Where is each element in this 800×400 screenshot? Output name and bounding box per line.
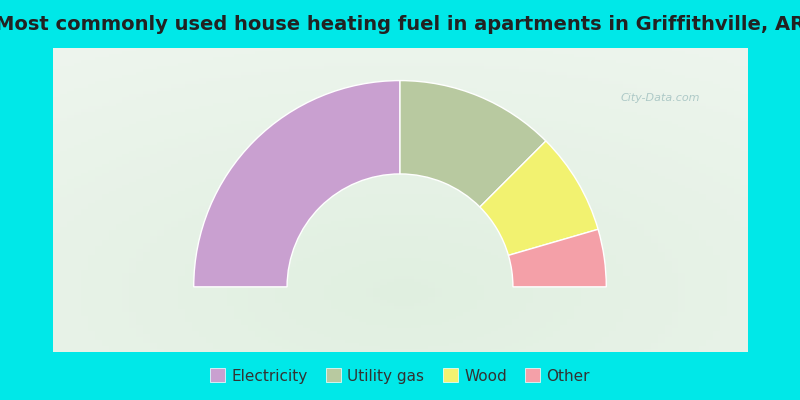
Legend: Electricity, Utility gas, Wood, Other: Electricity, Utility gas, Wood, Other [204, 362, 596, 390]
Wedge shape [194, 80, 400, 287]
Wedge shape [480, 141, 598, 255]
Wedge shape [509, 229, 606, 287]
Text: Most commonly used house heating fuel in apartments in Griffithville, AR: Most commonly used house heating fuel in… [0, 14, 800, 34]
Text: City-Data.com: City-Data.com [621, 93, 700, 103]
Wedge shape [400, 80, 546, 207]
